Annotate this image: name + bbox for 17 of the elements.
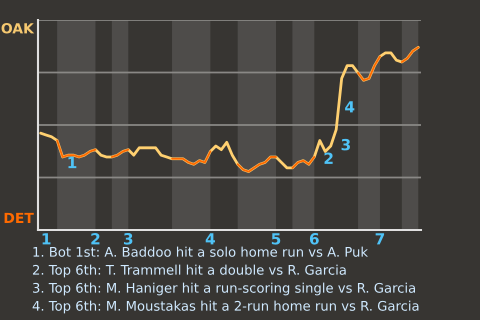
text: 3. Top 6th: M. Haniger hit a run-scoring single vs R. Garcia <box>33 282 415 296</box>
text: 1. Bot 1st: A. Baddoo hit a solo home run vs A. Puk <box>33 246 368 257</box>
x-tick-label: 1 <box>42 233 50 244</box>
x-tick-label: 7 <box>376 233 384 244</box>
annotation: 1 <box>68 156 76 168</box>
x-tick-label: 3 <box>124 233 132 245</box>
text: DET <box>4 212 34 223</box>
x-tick-label: 5 <box>272 233 280 245</box>
text: 2. Top 6th: T. Trammell hit a double vs R. Garcia <box>32 264 346 278</box>
annotation: 3 <box>342 138 350 150</box>
x-tick-label: 2 <box>91 233 100 244</box>
x-tick-label: 6 <box>310 233 319 245</box>
text: OAK <box>2 23 34 34</box>
annotation: 4 <box>345 101 354 112</box>
text: 4. Top 6th: M. Moustakas hit a 2-run home run vs R. Garcia <box>32 300 418 314</box>
annotation: 2 <box>324 152 333 164</box>
x-tick-label: 4 <box>206 233 215 244</box>
